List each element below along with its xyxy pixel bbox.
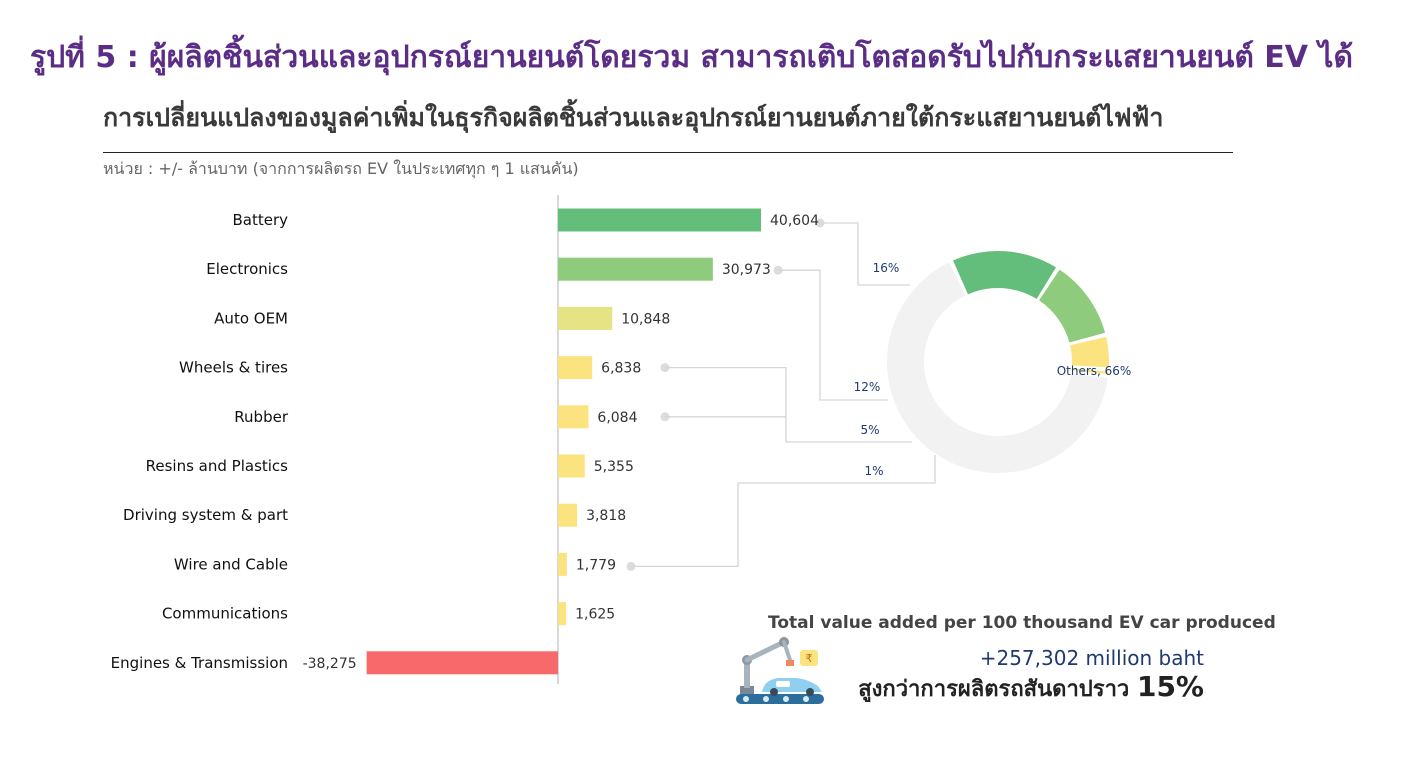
value-label: 1,625	[575, 607, 615, 623]
bar	[558, 552, 567, 576]
bar-chart: Battery 40,604 Electronics 30,973 Auto OEM 10…	[111, 195, 819, 684]
category-label: Electronics	[206, 260, 288, 278]
slice-label: 12%	[854, 380, 881, 394]
donut-slice	[1070, 336, 1109, 368]
connector-line	[631, 455, 936, 568]
summary-comparison: สูงกว่าการผลิตรถสันดาปราว 15%	[858, 670, 1204, 706]
category-label: Wire and Cable	[174, 555, 288, 573]
value-label: 6,084	[597, 410, 637, 426]
slice-label: 5%	[860, 423, 879, 437]
donut-slice	[1071, 368, 1109, 375]
value-label: 1,779	[576, 557, 616, 573]
svg-text:₹: ₹	[806, 652, 813, 665]
category-label: Communications	[162, 605, 288, 623]
category-label: Auto OEM	[214, 309, 288, 327]
category-label: Battery	[232, 211, 288, 229]
donut-slice	[887, 262, 1108, 473]
robot-arm-car-assembly-icon: ₹	[736, 637, 824, 704]
summary-comparison-pct: 15%	[1136, 670, 1204, 703]
chart-subtitle: การเปลี่ยนแปลงของมูลค่าเพิ่มในธุรกิจผลิต…	[103, 98, 1233, 153]
bar	[558, 503, 578, 527]
connector-line	[820, 222, 910, 286]
summary-title: Total value added per 100 thousand EV ca…	[768, 613, 1276, 633]
bar	[366, 651, 558, 675]
bar	[558, 208, 761, 232]
figure-title: รูปที่ 5 : ผู้ผลิตชิ้นส่วนและอุปกรณ์ยานย…	[30, 40, 1353, 75]
category-label: Rubber	[234, 408, 289, 426]
slice-label: 1%	[864, 464, 883, 478]
unit-note: หน่วย : +/- ล้านบาท (จากการผลิตรถ EV ในป…	[103, 159, 579, 178]
category-label: Resins and Plastics	[146, 457, 289, 475]
slice-label: Others, 66%	[1057, 364, 1132, 378]
bar	[558, 454, 585, 478]
category-label: Engines & Transmission	[111, 654, 288, 672]
category-label: Wheels & tires	[179, 359, 288, 377]
connector-line	[665, 366, 912, 443]
summary-comparison-text: สูงกว่าการผลิตรถสันดาปราว	[858, 677, 1130, 702]
value-label: 30,973	[722, 262, 771, 278]
connector-lines	[626, 218, 936, 571]
donut-slice	[953, 251, 1056, 299]
bar	[558, 257, 713, 281]
value-label: 3,818	[586, 508, 626, 524]
value-label: 5,355	[594, 459, 634, 475]
category-label: Driving system & part	[123, 506, 288, 524]
donut-chart: 16% 12% 5% 1% Others, 66%	[854, 251, 1132, 478]
value-label: 10,848	[621, 311, 670, 327]
donut-slice	[1039, 269, 1106, 343]
summary-value: +257,302 million baht	[979, 646, 1204, 670]
value-label: 40,604	[770, 213, 819, 229]
value-label: -38,275	[303, 656, 357, 672]
connector-line	[778, 269, 888, 401]
bar	[558, 306, 613, 330]
bar	[558, 602, 567, 626]
bar	[558, 405, 589, 429]
value-label: 6,838	[601, 361, 641, 377]
slice-label: 16%	[873, 261, 900, 275]
bar	[558, 356, 593, 380]
